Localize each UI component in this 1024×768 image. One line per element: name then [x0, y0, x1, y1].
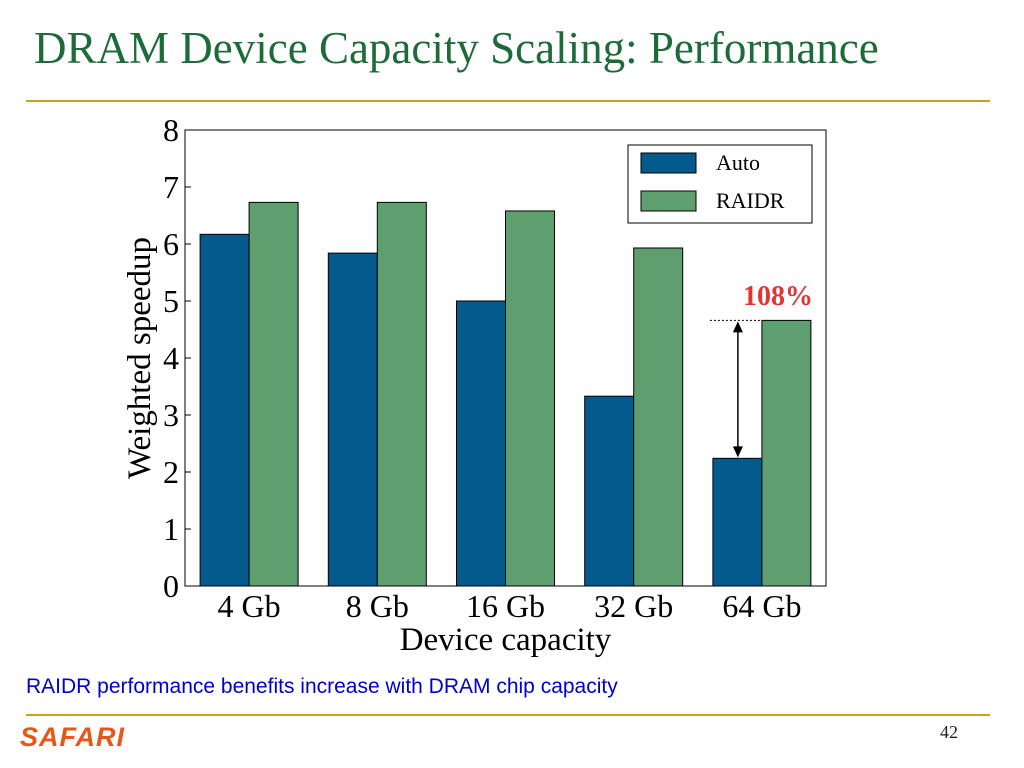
safari-logo: SAFARI	[20, 722, 126, 752]
y-axis-label: Weighted speedup	[122, 237, 158, 479]
annotation-label: 108%	[743, 281, 813, 312]
title-divider	[26, 100, 990, 102]
y-tick-label: 3	[163, 397, 179, 433]
y-tick-label: 0	[163, 568, 179, 604]
y-tick-label: 1	[163, 511, 179, 547]
annotation-arrowhead-up	[732, 321, 743, 333]
x-axis-label: Device capacity	[400, 622, 612, 658]
annotation-arrowhead-down	[732, 446, 743, 458]
chart-legend: Auto RAIDR	[627, 144, 813, 224]
legend-swatch-raidr	[640, 190, 697, 212]
y-tick-label: 5	[163, 283, 179, 319]
footer-divider	[26, 714, 990, 716]
x-tick-label: 16 Gb	[466, 588, 545, 624]
page-number: 42	[940, 722, 958, 742]
legend-swatch-auto	[640, 152, 697, 174]
bar-raidr	[761, 319, 812, 587]
y-tick-label: 4	[163, 340, 179, 376]
x-tick-label: 8 Gb	[346, 588, 409, 624]
x-tick-label: 32 Gb	[594, 588, 673, 624]
legend-label: Auto	[716, 150, 760, 175]
bar-auto	[456, 300, 506, 587]
legend-label: RAIDR	[716, 188, 785, 213]
bar-raidr	[633, 247, 684, 587]
slide-caption: RAIDR performance benefits increase with…	[26, 675, 618, 698]
bar-auto	[327, 252, 378, 587]
bar-auto	[199, 233, 250, 587]
y-tick-label: 7	[163, 169, 179, 205]
y-tick-label: 2	[163, 454, 179, 490]
x-tick-label: 64 Gb	[722, 588, 801, 624]
bar-raidr	[505, 210, 555, 587]
bar-raidr	[376, 201, 427, 587]
x-tick-label: 4 Gb	[218, 588, 281, 624]
y-tick-label: 8	[163, 112, 179, 148]
bar-auto	[584, 395, 635, 587]
bar-raidr	[248, 201, 299, 587]
y-tick-label: 6	[163, 226, 179, 262]
bar-auto	[712, 457, 763, 587]
slide-title: DRAM Device Capacity Scaling: Performanc…	[34, 23, 879, 73]
